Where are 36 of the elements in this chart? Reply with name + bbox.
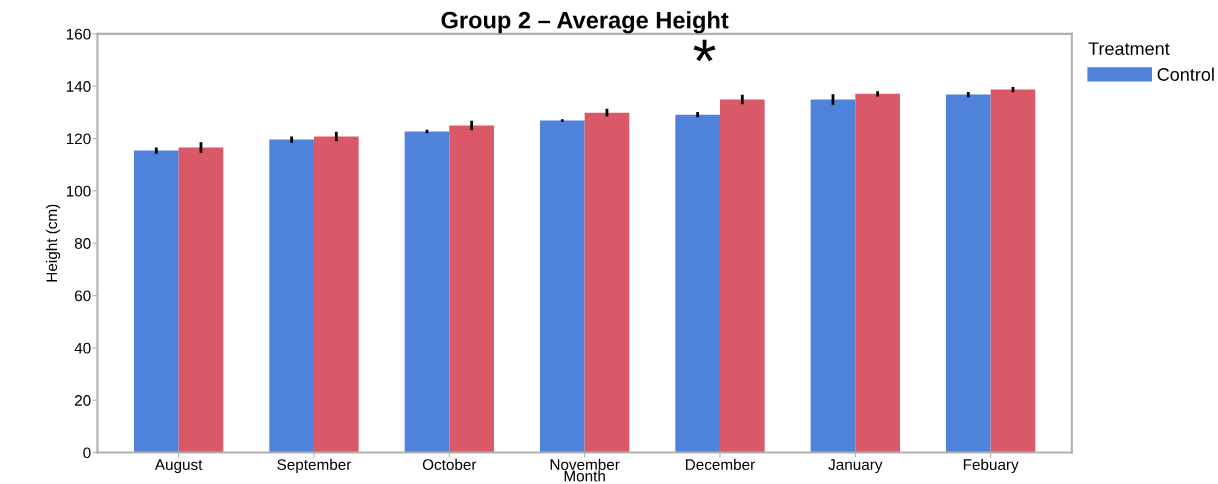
y-tick-label: 120: [66, 133, 91, 145]
y-tick-label: 160: [66, 28, 91, 40]
bar: [810, 99, 856, 453]
y-tick-label: 0: [83, 447, 91, 459]
bar: [539, 120, 585, 453]
x-tick-label: November: [550, 458, 620, 471]
annotation: *: [693, 39, 716, 62]
bar: [449, 125, 494, 453]
bar: [133, 150, 179, 453]
bar: [855, 93, 900, 453]
y-tick-label: 140: [66, 81, 91, 92]
y-tick-label: 40: [74, 342, 91, 354]
bar: [990, 89, 1036, 453]
bar: [178, 147, 224, 453]
bar: [269, 139, 314, 453]
x-tick-label: October: [422, 458, 477, 471]
bar: [945, 94, 991, 453]
bar: [719, 99, 765, 453]
bar: [675, 114, 720, 453]
chart-title: Group 2 – Average Height: [441, 11, 729, 34]
x-tick-label: December: [685, 458, 755, 471]
y-tick-label: 60: [74, 290, 91, 302]
bar: [404, 131, 450, 453]
y-tick-label: 100: [66, 185, 91, 197]
x-tick-label: September: [277, 458, 352, 474]
bar: [313, 136, 359, 453]
y-axis-title: Height (cm): [45, 204, 61, 282]
x-tick-label: August: [154, 459, 203, 474]
y-tick-label: 80: [74, 238, 91, 249]
x-tick-label: January: [828, 459, 883, 474]
x-tick-label: Febuary: [963, 458, 1019, 474]
x-axis-title: Month: [564, 470, 605, 482]
legend-title: Treatment: [1088, 42, 1170, 56]
y-tick-label: 20: [74, 395, 91, 406]
legend-label: Control: [1157, 67, 1214, 81]
bar: [584, 112, 630, 453]
